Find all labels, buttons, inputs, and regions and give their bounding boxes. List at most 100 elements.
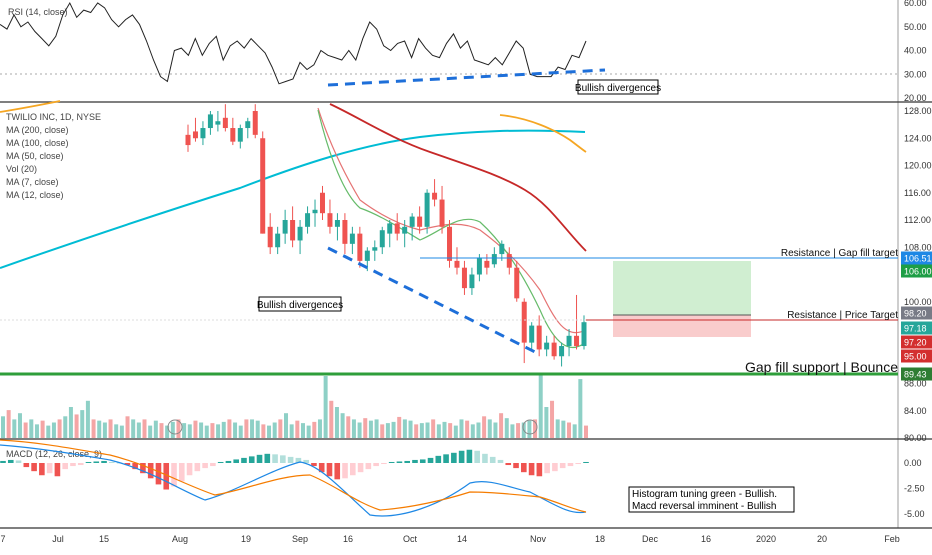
x-tick-label: Jul [52, 534, 64, 544]
macd-hist-bar [31, 463, 37, 472]
volume-bar [176, 419, 181, 438]
volume-bar [97, 420, 102, 438]
price-label-text: 98.20 [904, 309, 927, 319]
macd-hist-bar [474, 450, 480, 463]
volume-bar [346, 416, 351, 438]
macd-hist-bar [303, 459, 309, 463]
candle [305, 206, 311, 234]
rsi-tick-label: 40.00 [904, 46, 927, 56]
volume-bar [465, 420, 470, 438]
price-tick-label: 108.00 [904, 242, 932, 252]
price-tick-label: 120.00 [904, 161, 932, 171]
volume-bar [323, 376, 328, 438]
candle [454, 247, 460, 275]
legend-ma12: MA (12, close) [6, 190, 64, 200]
price-labels: 106.51 106.00 98.20 97.18 97.20 95.00 89.43 [901, 251, 932, 381]
macd-hist-bar [583, 461, 589, 463]
candle [252, 104, 258, 139]
volume-bar [131, 419, 136, 438]
candle [432, 179, 438, 207]
price-tick-label: 84.00 [904, 406, 927, 416]
macd-hist-bar [388, 461, 395, 463]
candle-body [514, 267, 520, 299]
price-divergence-trendline [327, 246, 536, 354]
volume-bar [295, 420, 300, 438]
candle-body [447, 226, 453, 261]
volume-bar [300, 423, 305, 438]
candle-body [379, 230, 385, 248]
volume-bar [334, 407, 339, 438]
volume-bar [340, 413, 345, 438]
macd-hist-bar [528, 463, 535, 476]
candle-body [417, 216, 423, 227]
rsi-tick-label: 50.00 [904, 22, 927, 32]
volume-bar [578, 379, 583, 438]
volume-bar [261, 424, 266, 438]
price-label-text: 95.00 [904, 352, 927, 362]
volume-bar [312, 421, 317, 438]
macd-hist-bar [272, 454, 278, 463]
candle [290, 206, 296, 248]
macd-hist-bar [77, 463, 84, 466]
macd-hist-bar [70, 463, 76, 467]
candle [447, 220, 453, 268]
macd-hist-bar [264, 453, 271, 463]
volume-bar [6, 410, 11, 438]
candle-body [424, 192, 430, 227]
price-label-text: 89.43 [904, 370, 927, 380]
volume-bar [108, 419, 113, 438]
volume-bar [102, 422, 107, 438]
x-tick-label: 2020 [756, 534, 776, 544]
volume-bar [233, 422, 238, 438]
x-tick-label: 20 [817, 534, 827, 544]
candle-body [536, 325, 542, 350]
candle [297, 220, 303, 255]
price-label: 97.20 [901, 335, 932, 349]
macd-hist-bar [489, 456, 496, 463]
volume-bar [284, 413, 289, 438]
volume-bar [459, 419, 464, 438]
volume-bar [204, 425, 209, 438]
macd-histogram [0, 449, 589, 490]
macd-hist-bar [178, 463, 185, 482]
macd-hist-bar [202, 463, 208, 469]
volume-bar [210, 423, 215, 438]
ma-50-line [329, 103, 587, 252]
candle [581, 315, 587, 350]
candles [185, 104, 587, 367]
macd-hist-bar [225, 460, 232, 463]
volume-bar [199, 422, 204, 438]
volume-bar [187, 424, 192, 438]
volume-bar [351, 419, 356, 438]
x-tick-label: Dec [642, 534, 659, 544]
x-tick-label: 16 [701, 534, 711, 544]
x-tick-label: 15 [99, 534, 109, 544]
candle-body [432, 192, 438, 200]
x-tick-label: 18 [595, 534, 605, 544]
macd-hist-bar [93, 461, 100, 463]
volume-bar [148, 425, 153, 438]
volume-bar [57, 419, 62, 438]
macd-hist-bar [140, 463, 146, 474]
volume-bar [527, 420, 532, 438]
candle [476, 254, 482, 282]
macd-annotation-box [628, 486, 795, 513]
volume-bar [317, 419, 322, 438]
macd-axis: 0.00 -2.50 -5.00 [904, 458, 925, 519]
candle-body [267, 226, 273, 248]
macd-tick-label: 0.00 [904, 458, 922, 468]
macd-hist-bar [326, 463, 333, 477]
macd-annotation-line-1: Histogram tuning green - Bullish. [632, 489, 777, 500]
price-label-bg [901, 349, 932, 363]
rsi-divergence-trendline [327, 68, 606, 87]
macd-hist-bar [552, 463, 558, 472]
risk-zone [613, 315, 751, 337]
macd-hist-bar [334, 463, 341, 480]
macd-hist-bar [505, 463, 512, 466]
candle [559, 342, 565, 367]
candle [394, 213, 400, 241]
candle [417, 206, 423, 234]
volume-bar [114, 424, 119, 438]
candle-body [192, 131, 198, 139]
